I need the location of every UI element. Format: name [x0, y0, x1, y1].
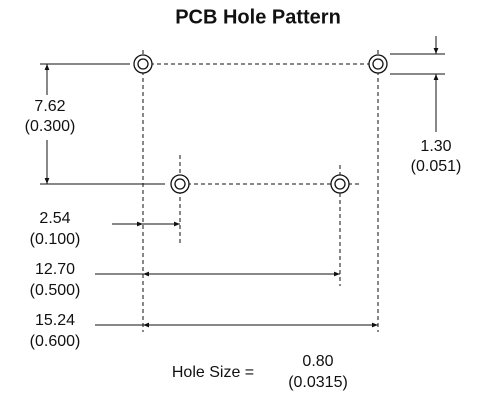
dim-mm: 2.54	[39, 210, 70, 227]
dim-inch: (0.300)	[25, 118, 76, 135]
hole-size-inch: (0.0315)	[288, 374, 348, 391]
dim-mm: 12.70	[35, 261, 75, 278]
hole-size-mm: 0.80	[302, 353, 333, 370]
hole-size-label: Hole Size =	[172, 364, 254, 381]
dim-mm: 7.62	[34, 98, 65, 115]
pattern-lines	[142, 50, 379, 332]
dimension-lines	[40, 36, 445, 328]
dimension-labels: 7.62 (0.300) 1.30 (0.051) 2.54 (0.100) 1…	[25, 98, 462, 350]
dim-mm: 15.24	[35, 312, 75, 329]
dim-inch: (0.600)	[30, 333, 81, 350]
title: PCB Hole Pattern	[175, 6, 341, 28]
dim-inch: (0.100)	[30, 231, 81, 248]
dim-inch: (0.051)	[411, 158, 462, 175]
hole-size: Hole Size = 0.80 (0.0315)	[172, 353, 348, 391]
dim-mm: 1.30	[420, 138, 451, 155]
holes	[133, 54, 388, 194]
dim-inch: (0.500)	[30, 282, 81, 299]
